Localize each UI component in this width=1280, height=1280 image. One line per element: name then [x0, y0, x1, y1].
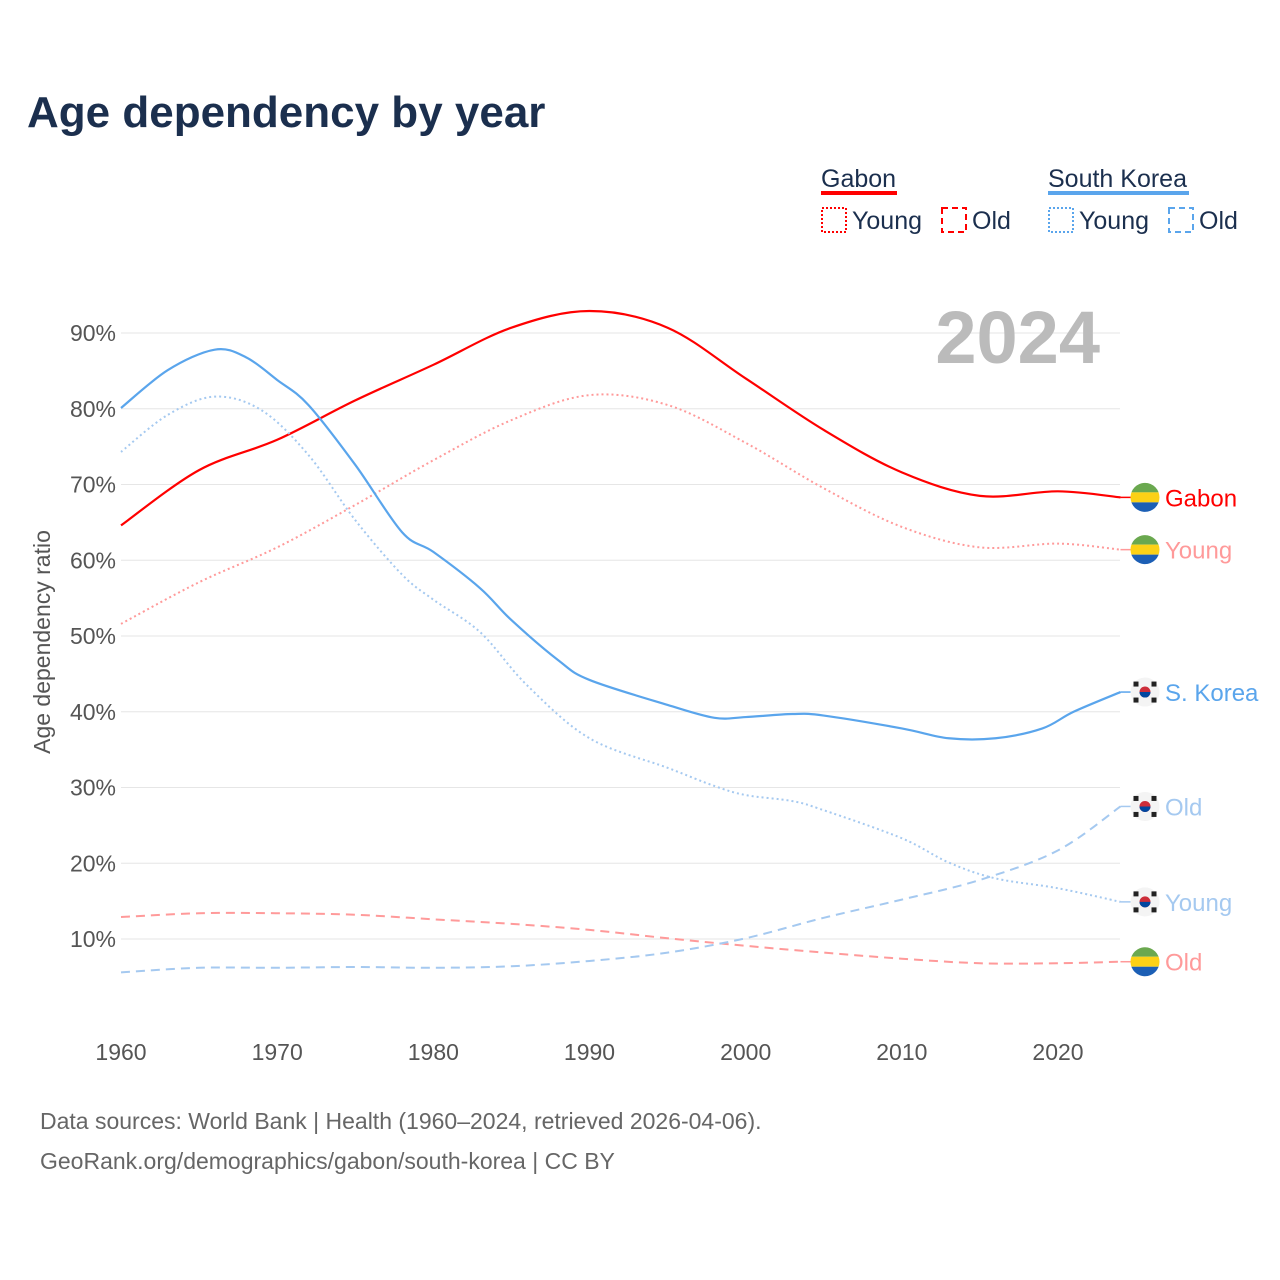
flag-stripe: [1130, 947, 1160, 957]
korea-flag-icon: [1130, 791, 1160, 821]
flag-stripe: [1130, 956, 1160, 967]
flag-trigram: [1133, 891, 1139, 897]
flag-trigram: [1151, 681, 1157, 687]
end-label: S. Korea: [1165, 680, 1259, 707]
x-tick-label: 2000: [720, 1039, 771, 1065]
flag-taeguk-blue: [1139, 806, 1151, 812]
flag-stripe: [1130, 966, 1160, 977]
flag-taeguk-blue: [1139, 901, 1151, 908]
flag-trigram: [1151, 891, 1157, 897]
flag-stripe: [1130, 544, 1160, 555]
gabon-flag-icon: [1130, 947, 1160, 977]
gabon-flag-icon: [1130, 535, 1160, 565]
series-line-gabon: [120, 309, 1121, 527]
x-tick-label: 1990: [564, 1039, 615, 1065]
page-title: Age dependency by year: [27, 88, 546, 137]
flag-stripe: [1130, 482, 1160, 493]
legend-korea-line: [1048, 191, 1189, 195]
legend-korea-title: South Korea: [1048, 165, 1187, 193]
flag-trigram: [1151, 811, 1157, 817]
flag-trigram: [1151, 907, 1157, 913]
series-line-gabon-old: [120, 911, 1121, 965]
korea-flag-icon: [1130, 677, 1160, 707]
legend-gabon-old-swatch: [941, 207, 967, 233]
series-line-gabon-young: [120, 393, 1121, 625]
legend-gabon-title: Gabon: [821, 165, 896, 193]
x-tick-label: 2010: [876, 1039, 927, 1065]
end-label: Old: [1165, 794, 1202, 821]
end-label: Young: [1165, 890, 1232, 917]
flag-trigram: [1133, 811, 1139, 817]
y-tick-label: 10%: [70, 926, 116, 952]
legend-korea-young-swatch: [1048, 207, 1074, 233]
korea-flag-icon: [1130, 887, 1160, 917]
y-tick-label: 60%: [70, 547, 116, 573]
flag-stripe: [1130, 502, 1160, 512]
end-label: Gabon: [1165, 485, 1237, 512]
series-line-south-korea: [120, 348, 1121, 741]
flag-taeguk-blue: [1139, 692, 1151, 698]
year-badge: 2024: [935, 296, 1100, 379]
y-tick-label: 70%: [70, 472, 116, 498]
legend-gabon-old-label: Old: [972, 207, 1011, 235]
flag-stripe: [1130, 535, 1160, 545]
flag-stripe: [1130, 554, 1160, 565]
y-tick-label: 20%: [70, 850, 116, 876]
y-tick-label: 90%: [70, 320, 116, 346]
series-line-south-korea-old: [120, 805, 1122, 974]
flag-trigram: [1133, 697, 1139, 703]
flag-trigram: [1133, 681, 1139, 687]
y-axis-label: Age dependency ratio: [29, 530, 55, 754]
x-tick-label: 1960: [95, 1039, 146, 1065]
end-label: Old: [1165, 950, 1202, 977]
legend-korea-old-swatch: [1168, 207, 1194, 233]
source-url[interactable]: GeoRank.org/demographics/gabon/south-kor…: [40, 1148, 615, 1174]
y-tick-label: 50%: [70, 623, 116, 649]
legend-gabon-line: [821, 191, 897, 195]
y-tick-label: 30%: [70, 775, 116, 801]
legend-gabon-young-swatch: [821, 207, 847, 233]
series-line-south-korea-young: [120, 395, 1121, 903]
source-text: Data sources: World Bank | Health (1960–…: [40, 1108, 762, 1134]
x-tick-label: 2020: [1032, 1039, 1083, 1065]
y-tick-label: 40%: [70, 699, 116, 725]
flag-stripe: [1130, 492, 1160, 503]
flag-trigram: [1151, 697, 1157, 703]
legend-korea-young-label: Young: [1079, 207, 1149, 235]
x-tick-label: 1980: [408, 1039, 459, 1065]
legend: Gabon Young Old South Korea Young Old: [821, 165, 1238, 235]
legend-gabon-young-label: Young: [852, 207, 922, 235]
gabon-flag-icon: [1130, 482, 1160, 512]
y-tick-label: 80%: [70, 396, 116, 422]
flag-trigram: [1151, 795, 1157, 801]
end-label: Young: [1165, 538, 1232, 565]
flag-trigram: [1133, 795, 1139, 801]
flag-trigram: [1133, 907, 1139, 913]
legend-korea-old-label: Old: [1199, 207, 1238, 235]
x-tick-label: 1970: [252, 1039, 303, 1065]
